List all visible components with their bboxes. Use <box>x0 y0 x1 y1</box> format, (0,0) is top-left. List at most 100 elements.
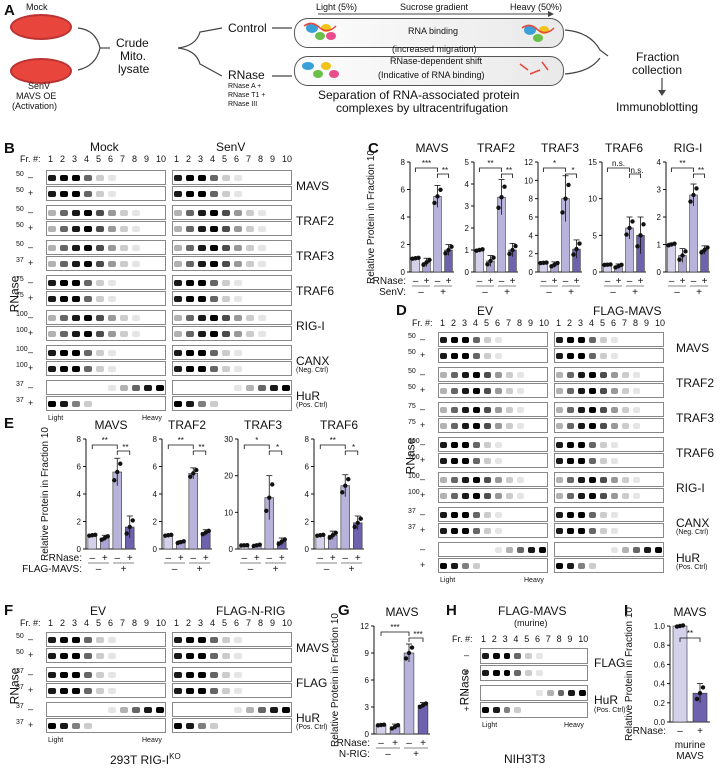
sig-bracket <box>243 444 270 449</box>
data-point <box>480 247 485 252</box>
blot-f-strip-band <box>96 687 104 694</box>
blot-b-strip-band <box>96 314 104 321</box>
blot-b-strip-band <box>210 279 218 286</box>
blot-f-strip-band <box>186 722 194 729</box>
bar <box>417 704 429 735</box>
blot-b-strip-band <box>48 244 56 251</box>
blot-b-strip-band <box>186 279 194 286</box>
blot-b-strip-band <box>186 400 194 407</box>
blot-d-strip-band <box>506 422 513 429</box>
blot-d-fraction-number: 4 <box>589 318 595 328</box>
blot-b-row-label: TRAF2 <box>296 214 335 228</box>
blot-d-strip-band <box>578 457 585 464</box>
condition-sign: + <box>638 276 644 287</box>
blot-b-strip-band <box>84 295 92 302</box>
blot-d-strip <box>438 332 548 347</box>
blot-b-strip-band <box>48 174 56 181</box>
sig-bracket <box>543 167 566 172</box>
blot-f-fraction-number: 5 <box>222 618 228 628</box>
blot-f-strip-band <box>222 652 230 659</box>
blot-b-strip-band <box>84 330 92 337</box>
blot-b-strip-band <box>84 209 92 216</box>
data-point <box>694 696 700 702</box>
blot-b-strip-band <box>60 330 68 337</box>
blot-b-strip-band <box>72 279 80 286</box>
data-point <box>188 474 193 479</box>
blot-b-strip-band <box>210 260 218 267</box>
dissociated-complex-icon <box>302 61 549 78</box>
blot-d-strip-band <box>622 422 629 429</box>
blot-h-rnase-axis-label: RNase <box>457 668 472 706</box>
chart-y-tick-label: 4 <box>153 490 158 499</box>
condition-sign: + <box>424 276 430 287</box>
blot-d-strip-band <box>517 406 524 413</box>
blot-b-fraction-number: 1 <box>174 154 180 164</box>
blot-f-strip-band <box>198 722 206 729</box>
blot-d-strip-band <box>611 546 618 553</box>
blot-b-fraction-number: 8 <box>132 154 138 164</box>
blot-b-rnase-sign: – <box>28 171 34 182</box>
blot-f-rnase-sign: – <box>28 668 34 679</box>
condition-row-label: RNase: <box>633 726 666 737</box>
chart-title: TRAF2 <box>477 141 515 155</box>
blot-b-fraction-number: 4 <box>84 154 90 164</box>
data-point <box>485 262 490 267</box>
complex-icon <box>303 22 337 40</box>
blot-d-strip-band <box>440 511 447 518</box>
condition-sign: – <box>266 553 272 564</box>
blot-d-strip-band <box>506 406 513 413</box>
sig-bracket <box>116 450 131 455</box>
data-point <box>699 250 704 255</box>
chart-y-tick-label: 0 <box>77 545 82 554</box>
blot-b-strip-band <box>210 225 218 232</box>
blot-f-strip-band <box>108 687 116 694</box>
blot-b-group-label: Mock <box>90 140 119 154</box>
blot-d-strip-band <box>622 371 629 378</box>
blot-h-strip-band <box>525 653 532 659</box>
blot-b-strip-band <box>258 225 266 232</box>
blot-b-strip-band <box>132 209 140 216</box>
sig-label: * <box>276 443 279 452</box>
blot-d-strip-band <box>556 387 563 394</box>
blot-h-group-sublabel: (murine) <box>514 618 548 628</box>
blot-b-rnase-sign: – <box>28 311 34 322</box>
blot-d-strip <box>554 542 664 557</box>
blot-d-strip-band <box>484 352 491 359</box>
blot-b-row-sublabel: (Pos. Ctrl) <box>296 402 328 409</box>
blot-d-strip-band <box>495 441 502 448</box>
blot-b-strip <box>46 310 166 325</box>
chart-ylabel: Relative Protein in Fraction 10 <box>40 427 51 561</box>
complex-glyphs <box>302 22 555 78</box>
blot-b-strip-band <box>108 384 116 391</box>
blot-b-strip-band <box>186 314 194 321</box>
blot-b-strip-band <box>96 225 104 232</box>
blot-d-strip-band <box>611 527 618 534</box>
blot-b-strip-band <box>222 244 230 251</box>
blot-b-rnase-sign: + <box>28 327 34 338</box>
blot-d-strip-band <box>589 476 596 483</box>
blot-d-strip-band <box>556 511 563 518</box>
blot-b-fraction-number: 2 <box>60 154 66 164</box>
blot-d-strip-band <box>495 352 502 359</box>
data-point <box>449 244 454 249</box>
sig-bracket <box>344 450 359 455</box>
sig-bracket <box>479 167 502 172</box>
blot-d-strip <box>438 558 548 573</box>
blot-f-strip-band <box>222 671 230 678</box>
chart-panel-g: Relative Protein in Fraction 10 MAVS 0 3 6 9 1… <box>330 605 430 760</box>
data-point <box>340 490 345 495</box>
blot-d-strip-band <box>495 387 502 394</box>
blot-h-row-label: HuR <box>594 693 619 707</box>
blot-b-strip-band <box>222 190 230 197</box>
blot-b-strip <box>46 396 166 411</box>
blot-d-strip-band <box>567 492 574 499</box>
blot-b-strip-band <box>234 365 242 372</box>
chart-title: MAVS <box>415 141 448 155</box>
blot-d-fraction-number: 1 <box>556 318 562 328</box>
blot-f-strip-band <box>186 652 194 659</box>
blot-f-row-label: FLAG <box>296 676 328 690</box>
blot-d-mw-marker: 100 <box>408 473 420 480</box>
blot-d-strip-band <box>473 406 480 413</box>
blot-b-strip-band <box>186 244 194 251</box>
blot-d-strip <box>554 453 664 468</box>
